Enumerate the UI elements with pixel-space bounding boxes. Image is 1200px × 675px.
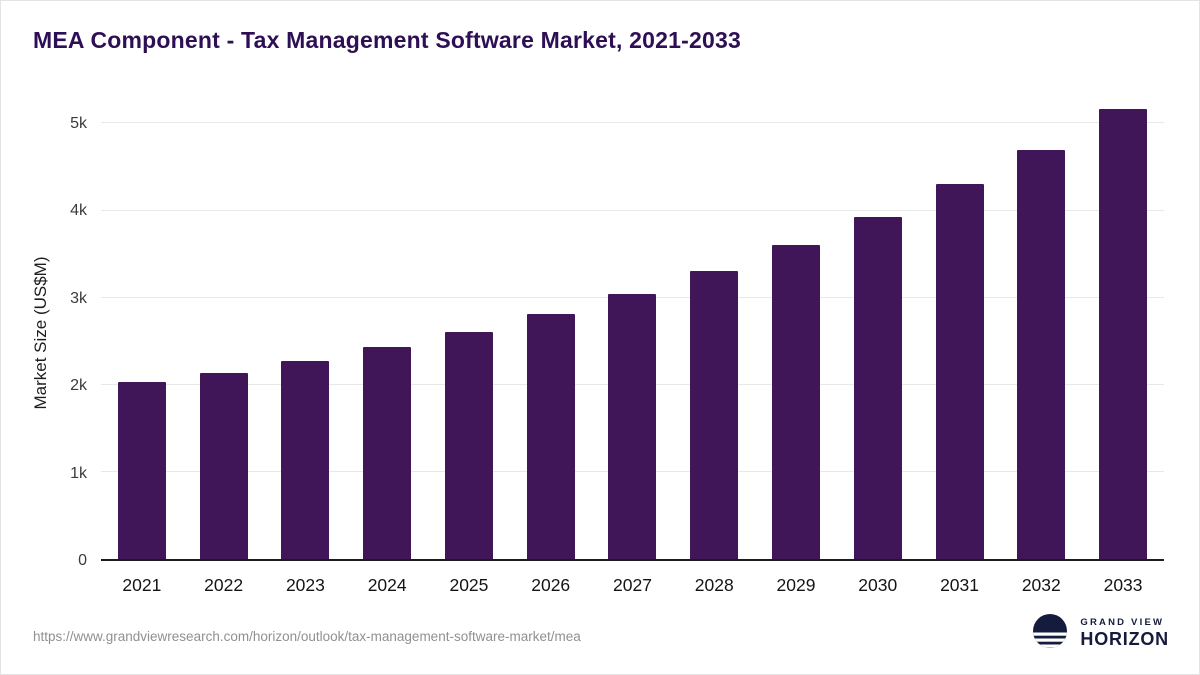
bar-cell [183, 106, 265, 559]
bar-2023 [281, 361, 330, 559]
y-tick-label: 5k [70, 114, 87, 132]
bar-2031 [935, 184, 984, 559]
bar-cell [673, 106, 755, 559]
y-tick-label: 0 [78, 552, 87, 569]
bar-2028 [690, 270, 739, 559]
x-tick-label: 2030 [858, 575, 898, 595]
bar-chart: 0 1k 2k 3k 4k 5k 2021 2022 2023 2024 2025 2026 2027… [70, 106, 1164, 595]
bar-cell [1082, 106, 1164, 559]
horizon-logo-icon [1030, 611, 1070, 656]
bar-cell [101, 106, 183, 559]
bar-cell [1000, 106, 1082, 559]
brand-logo-text: GRAND VIEW HORIZON [1080, 617, 1169, 650]
bar-2029 [772, 245, 820, 559]
x-tick-label: 2025 [449, 575, 489, 595]
y-tick-label: 1k [70, 464, 87, 482]
y-tick-label: 4k [70, 202, 87, 219]
chart-title: MEA Component - Tax Management Software … [33, 27, 741, 53]
bar-2030 [853, 216, 902, 559]
gridline [101, 209, 1164, 211]
bar-2022 [199, 373, 248, 559]
x-tick-label: 2029 [776, 575, 816, 595]
bar-2032 [1017, 149, 1066, 559]
source-url[interactable]: https://www.grandviewresearch.com/horizo… [33, 629, 581, 644]
plot-area [101, 106, 1164, 561]
x-tick-label: 2032 [1021, 575, 1061, 595]
bar-2027 [608, 294, 657, 559]
x-tick-label: 2024 [367, 575, 407, 595]
bar-2033 [1099, 108, 1148, 559]
x-tick-label: 2021 [122, 575, 162, 595]
bar-2025 [444, 331, 493, 559]
x-axis-labels: 2021 2022 2023 2024 2025 2026 2027 2028 2029 2030… [101, 575, 1164, 596]
bar-cell [919, 106, 1001, 559]
x-tick-label: 2033 [1103, 575, 1143, 595]
bar-2024 [363, 347, 412, 559]
bar-cell [428, 106, 510, 559]
bar-cell [265, 106, 347, 559]
x-tick-label: 2031 [940, 575, 979, 595]
bar-cell [510, 106, 592, 559]
bar-cell [837, 106, 919, 559]
gridline [101, 122, 1164, 124]
bars [101, 106, 1164, 559]
brand-logo: GRAND VIEW HORIZON [1030, 611, 1169, 656]
bar-2021 [117, 382, 166, 559]
brand-name-bottom: HORIZON [1080, 629, 1169, 649]
y-tick-label: 2k [70, 377, 87, 394]
y-tick-label: 3k [70, 289, 87, 307]
x-tick-label: 2022 [204, 575, 244, 595]
x-tick-label: 2026 [531, 575, 571, 595]
bar-cell [755, 106, 837, 559]
bar-cell [592, 106, 674, 559]
brand-name-top: GRAND VIEW [1080, 617, 1165, 628]
x-tick-label: 2027 [613, 575, 652, 595]
x-tick-label: 2023 [285, 575, 325, 595]
x-tick-label: 2028 [694, 575, 734, 595]
bar-cell [346, 106, 428, 559]
bar-2026 [526, 314, 575, 559]
y-axis-ticks: 0 1k 2k 3k 4k 5k [41, 106, 87, 570]
